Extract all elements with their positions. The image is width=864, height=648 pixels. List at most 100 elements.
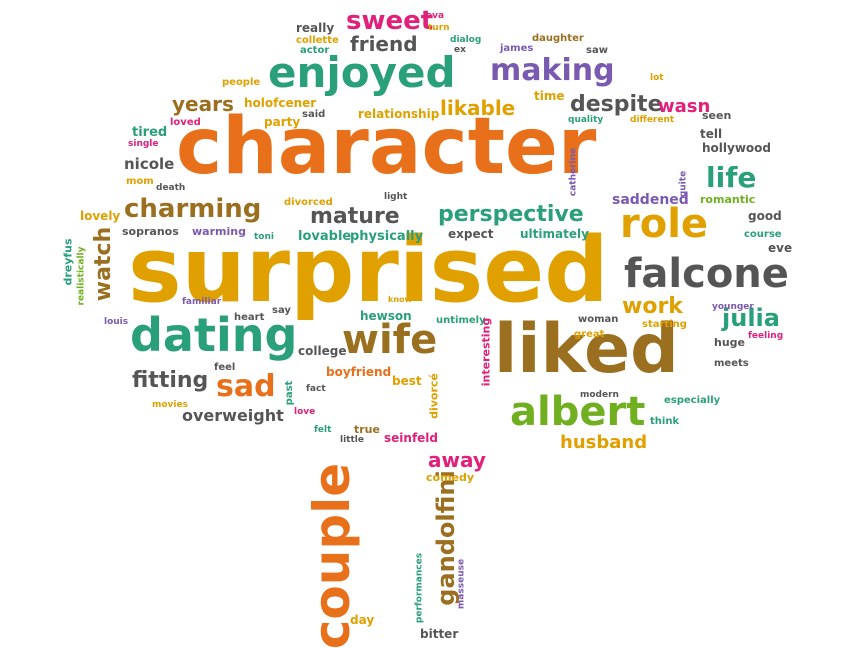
word-making: making [490,53,615,88]
word-despite: despite [570,92,663,117]
word-dating: dating [130,308,298,362]
word-husband: husband [560,432,648,453]
word-surprised: surprised [128,218,609,323]
word-great: great [574,329,605,340]
word-actor: actor [300,45,330,56]
word-familiar: familiar [182,297,222,307]
word-physically: physically [350,229,424,244]
word-divorced: divorced [284,197,333,208]
word-little: little [340,435,364,445]
word-interesting: interesting [479,317,493,387]
word-feeling: feeling [748,331,784,341]
word-collette: collette [296,35,339,46]
word-saw: saw [586,45,608,56]
word-likable: likable [440,96,516,120]
word-julia: julia [722,304,780,332]
word-away: away [428,448,486,472]
word-expect: expect [448,227,494,241]
word-loved: loved [170,117,201,128]
word-time: time [534,89,565,103]
word-mom: mom [126,176,154,187]
word-true: true [354,423,380,436]
word-romantic: romantic [700,193,756,206]
word-hollywood: hollywood [702,141,771,155]
word-nicole: nicole [124,155,175,173]
word-best: best [392,374,422,388]
word-course: course [744,229,782,240]
word-bitter: bitter [420,627,459,641]
word-really: really [296,21,335,35]
word-watch: watch [91,226,116,302]
word-wasn: wasn [658,96,711,117]
word-starting: starting [642,319,687,330]
word-seen: seen [702,109,732,122]
word-friend: friend [350,32,418,56]
word-think: think [650,416,680,427]
word-overweight: overweight [182,406,284,425]
word-good: good [748,209,782,223]
word-light: light [384,192,408,202]
word-charming: charming [124,194,262,224]
word-turn: turn [428,23,450,33]
word-quite: quite [678,170,689,198]
word-sad: sad [216,369,276,404]
word-especially: especially [664,395,721,406]
word-enjoyed: enjoyed [268,48,456,97]
word-love: love [294,407,316,417]
word-college: college [298,344,347,358]
word-realistically: realistically [76,246,87,306]
word-eve: eve [768,241,793,255]
word-movies: movies [152,400,188,410]
word-warming: warming [192,225,246,238]
word-ultimately: ultimately [520,227,589,241]
word-sweet: sweet [346,6,434,36]
word-people: people [222,77,261,88]
word-seinfeld: seinfeld [384,431,438,445]
word-single: single [128,139,159,149]
word-mature: mature [310,204,400,229]
word-saddened: saddened [612,192,689,208]
word-sopranos: sopranos [122,225,179,238]
word-modern: modern [580,390,619,400]
word-role: role [620,201,709,247]
word-untimely: untimely [436,315,486,326]
word-toni: toni [254,232,274,242]
word-relationship: relationship [358,107,440,121]
word-fact: fact [306,384,326,394]
word-feel: feel [214,362,236,373]
word-hewson: hewson [360,309,412,323]
word-meets: meets [714,358,749,369]
word-performances: performances [414,552,425,624]
word-lot: lot [650,73,664,83]
word-catherine: catherine [568,147,579,197]
word-heart: heart [234,312,265,323]
word-holofcener: holofcener [244,96,317,110]
word-death: death [156,183,186,193]
word-masseuse: masseuse [456,558,467,610]
word-ex: ex [454,45,466,55]
word-past: past [284,380,295,406]
word-daughter: daughter [532,33,584,44]
word-perspective: perspective [438,202,584,227]
word-say: say [272,305,291,316]
word-know: know [388,295,412,304]
word-years: years [172,92,234,116]
word-character: character [176,102,597,192]
word-quality: quality [568,115,604,125]
word-lovable: lovable [298,229,352,244]
word-day: day [350,613,375,627]
word-eva: eva [426,11,445,21]
word-woman: woman [578,314,619,325]
word-liked: liked [494,310,679,389]
word-younger: younger [712,302,754,312]
word-work: work [622,294,683,319]
word-boyfriend: boyfriend [326,365,392,379]
word-wife: wife [342,317,438,363]
word-james: james [500,43,534,54]
word-life: life [706,161,757,194]
word-falcone: falcone [624,251,789,297]
word-party: party [264,115,301,129]
word-albert: albert [510,389,646,435]
word-huge: huge [714,336,745,349]
